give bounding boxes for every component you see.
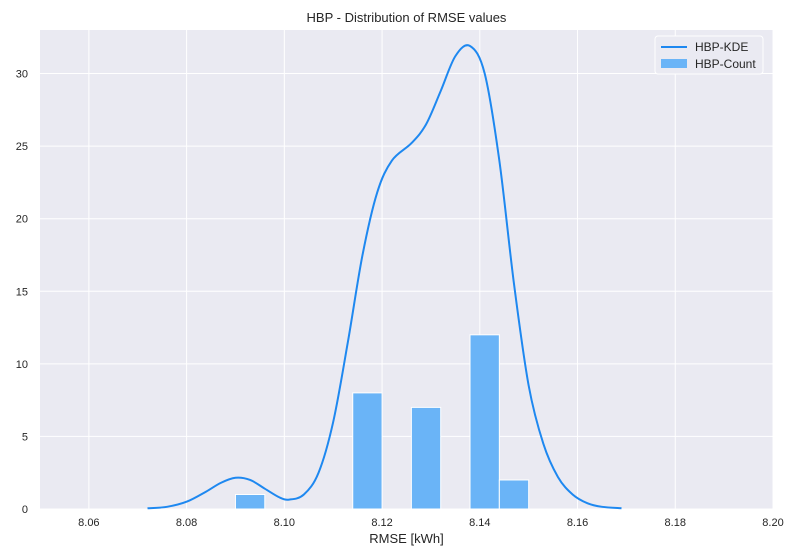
- histogram-bar: [352, 392, 383, 510]
- legend: HBP-KDE HBP-Count: [654, 35, 764, 75]
- x-tick-label: 8.10: [274, 517, 295, 529]
- chart-title: HBP - Distribution of RMSE values: [307, 10, 507, 25]
- legend-kde-label: HBP-KDE: [695, 40, 748, 54]
- y-tick-labels: 0 5 10 15 20 25 30: [16, 69, 28, 516]
- x-tick-label: 8.16: [567, 517, 588, 529]
- grid: [40, 30, 774, 510]
- legend-bar-label: HBP-Count: [695, 57, 756, 71]
- x-tick-label: 8.20: [762, 517, 783, 529]
- histogram-bar: [234, 493, 266, 510]
- y-tick-label: 10: [16, 359, 28, 371]
- y-tick-label: 20: [16, 214, 28, 226]
- y-tick-label: 0: [22, 504, 28, 516]
- histogram-bar: [469, 334, 500, 510]
- x-tick-labels: 8.06 8.08 8.10 8.12 8.14 8.16 8.18 8.20: [78, 517, 784, 529]
- x-tick-label: 8.08: [176, 517, 197, 529]
- x-tick-label: 8.06: [78, 517, 99, 529]
- histogram-bars: [234, 334, 530, 510]
- y-tick-label: 5: [22, 431, 28, 443]
- x-tick-label: 8.18: [665, 517, 686, 529]
- plot-background: [40, 30, 773, 509]
- y-tick-label: 15: [16, 286, 28, 298]
- histogram-bar: [498, 479, 530, 510]
- x-axis-label: RMSE [kWh]: [369, 531, 443, 546]
- kde-line: [147, 44, 622, 510]
- y-tick-label: 30: [16, 69, 28, 81]
- x-tick-label: 8.12: [371, 517, 392, 529]
- x-tick-label: 8.14: [469, 517, 490, 529]
- histogram-bar: [410, 406, 442, 510]
- legend-bar-swatch: [661, 59, 687, 68]
- y-tick-label: 25: [16, 141, 28, 153]
